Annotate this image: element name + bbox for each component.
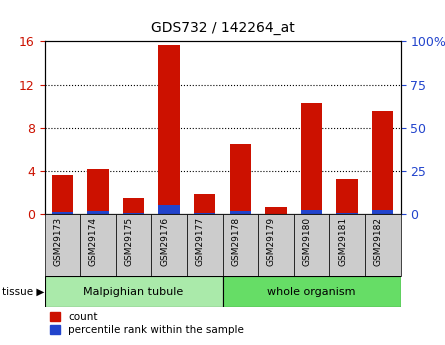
Text: tissue ▶: tissue ▶ (2, 287, 44, 296)
Text: GSM29182: GSM29182 (374, 217, 383, 266)
Bar (329, 214, 365, 276)
Text: GDS732 / 142264_at: GDS732 / 142264_at (150, 21, 295, 35)
Text: GSM29180: GSM29180 (303, 217, 312, 266)
Bar (336, 179, 358, 214)
Bar (44, 276, 222, 307)
Bar (194, 195, 215, 214)
Bar (116, 214, 151, 276)
Bar (87, 169, 109, 214)
Bar (222, 214, 258, 276)
Text: GSM29173: GSM29173 (53, 217, 62, 266)
Bar (52, 212, 73, 214)
Bar (80, 214, 116, 276)
Text: GSM29181: GSM29181 (338, 217, 347, 266)
Bar (222, 276, 400, 307)
Bar (194, 213, 215, 214)
Text: GSM29176: GSM29176 (160, 217, 169, 266)
Bar (230, 211, 251, 214)
Legend: count, percentile rank within the sample: count, percentile rank within the sample (50, 312, 244, 335)
Bar (87, 211, 109, 214)
Bar (123, 213, 144, 214)
Bar (372, 210, 393, 214)
Bar (301, 103, 322, 214)
Text: GSM29179: GSM29179 (267, 217, 276, 266)
Bar (336, 213, 358, 214)
Text: Malpighian tubule: Malpighian tubule (83, 287, 184, 296)
Text: whole organism: whole organism (267, 287, 356, 296)
Text: GSM29177: GSM29177 (196, 217, 205, 266)
Bar (294, 214, 329, 276)
Bar (158, 205, 180, 214)
Text: GSM29175: GSM29175 (125, 217, 134, 266)
Bar (187, 214, 222, 276)
Bar (123, 198, 144, 214)
Text: GSM29174: GSM29174 (89, 217, 98, 266)
Bar (265, 207, 287, 214)
Bar (372, 111, 393, 214)
Bar (258, 214, 294, 276)
Bar (52, 175, 73, 214)
Bar (151, 214, 187, 276)
Text: GSM29178: GSM29178 (231, 217, 240, 266)
Bar (158, 45, 180, 214)
Bar (365, 214, 400, 276)
Bar (44, 214, 80, 276)
Bar (230, 144, 251, 214)
Bar (301, 210, 322, 214)
